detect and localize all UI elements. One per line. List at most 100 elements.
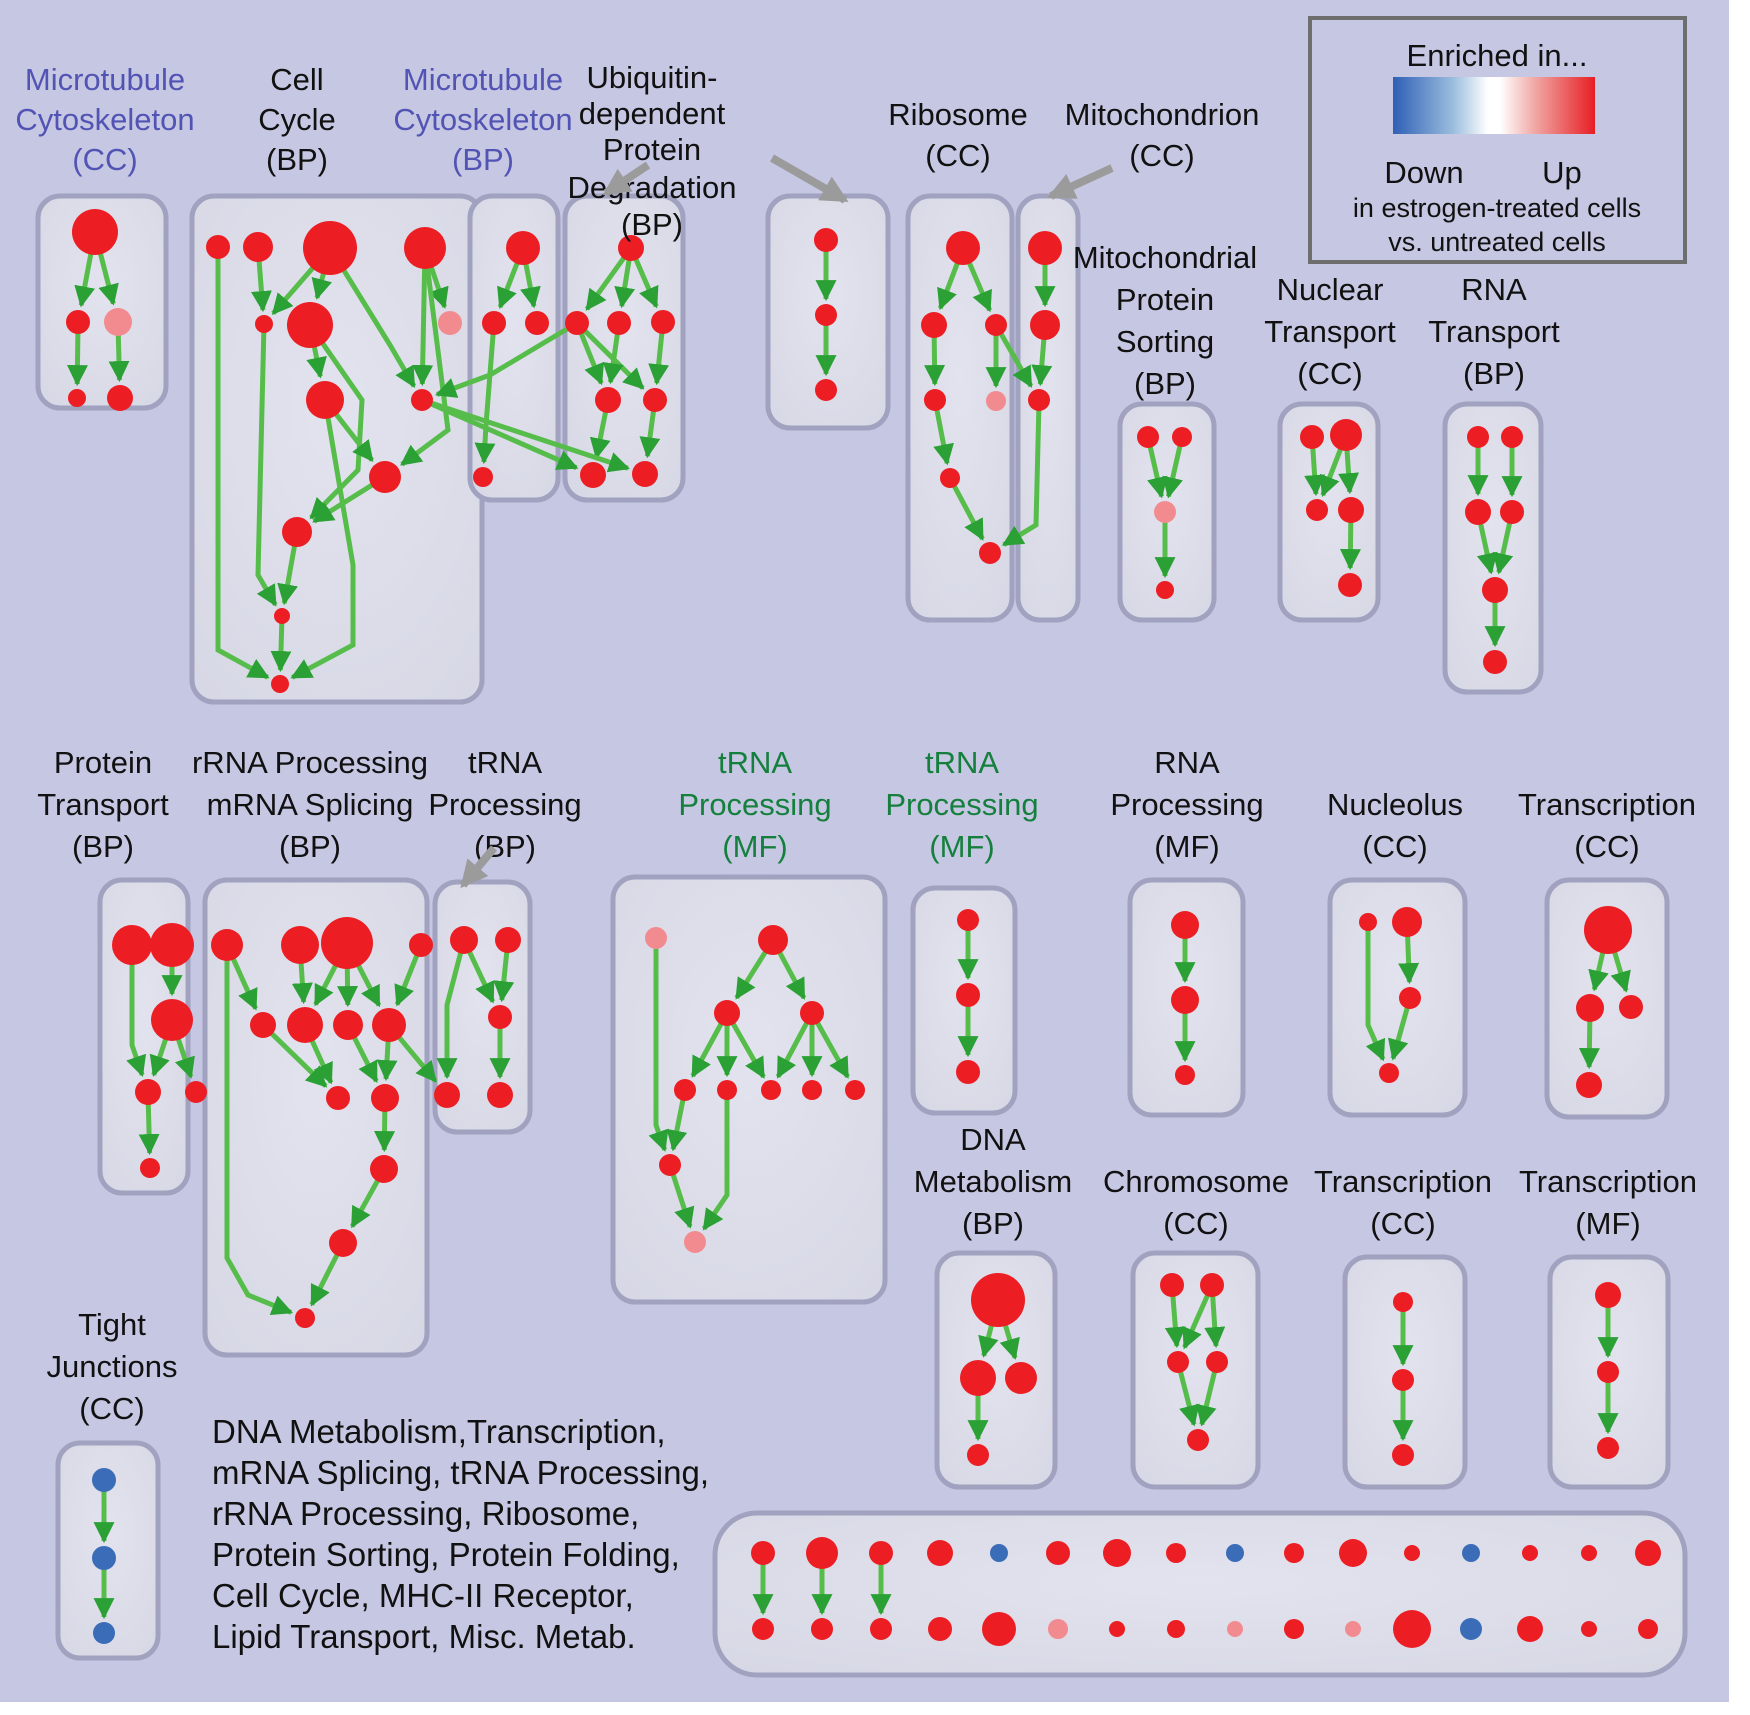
edge-trna-bp: [467, 950, 496, 1004]
edge-rrna: [374, 1110, 396, 1153]
node-ubiquitin-u2: [607, 311, 631, 335]
node-transcription-cc-bottom-j1: [1393, 1292, 1413, 1312]
node-mixed-mt1: [751, 1541, 775, 1565]
node-protein-transport-p2: [150, 923, 194, 967]
cluster-label-protein-transport: (BP): [72, 829, 134, 864]
edge-transcription-cc-mid: [1588, 951, 1609, 992]
edge-rna-transport: [1476, 523, 1498, 575]
node-ubiquitin-u6: [580, 462, 606, 488]
node-rrna-g9: [326, 1086, 350, 1110]
edge-nucleolus: [1398, 935, 1420, 985]
cluster-label-rna-transport: RNA: [1461, 272, 1527, 307]
node-protein-transport-p5: [185, 1081, 207, 1103]
legend-gradient-bar: [1393, 77, 1595, 134]
node-mitochondrion-mi3: [1028, 389, 1050, 411]
node-protein-transport-p6: [140, 1158, 160, 1178]
cluster-label-chromosome: (CC): [1163, 1206, 1228, 1241]
node-cell-cycle-c4: [404, 227, 446, 269]
node-tight-junctions-tj1: [92, 1468, 116, 1492]
cluster-label-trna-mf1: Processing: [678, 787, 831, 822]
cluster-label-mito-sorting: (BP): [1134, 366, 1196, 401]
node-ubiquitin2-v1: [814, 228, 838, 252]
cluster-label-nucleolus: Nucleolus: [1327, 787, 1463, 822]
cluster-label-microtubule-bp: Cytoskeleton: [393, 102, 572, 137]
edge-cell-cycle: [306, 346, 327, 379]
node-ribosome-r4: [924, 389, 946, 411]
edge-trna-bp: [436, 951, 464, 1080]
edge-nucleolus: [1365, 930, 1386, 1062]
legend-title: Enriched in...: [1407, 38, 1588, 73]
node-transcription-cc-bottom-j3: [1392, 1444, 1414, 1466]
cross-edge: [435, 326, 569, 398]
node-mitochondrion-mi1: [1028, 231, 1062, 265]
node-cell-cycle-c8: [306, 381, 344, 419]
edge-trna-mf1: [734, 950, 768, 1000]
node-trna-bp-b1: [450, 926, 478, 954]
cluster-label-rrna: rRNA Processing: [192, 745, 428, 780]
node-dna-metabolism-d4: [967, 1444, 989, 1466]
legend-subtitle-2: vs. untreated cells: [1388, 227, 1606, 257]
edge-microtubule-cc: [108, 334, 130, 383]
cluster-label-rna-processing-mf: Processing: [1110, 787, 1263, 822]
cluster-label-transcription-cc-bottom: (CC): [1370, 1206, 1435, 1241]
edge-rrna: [291, 962, 313, 1005]
cluster-box-mixed: [712, 1510, 1688, 1678]
edge-protein-transport: [138, 1103, 160, 1156]
node-nucleolus-y3: [1399, 987, 1421, 1009]
cross-edge: [430, 400, 630, 473]
edge-chromosome: [1182, 1294, 1210, 1350]
node-mixed-mt16: [1635, 1540, 1661, 1566]
node-rrna-g6: [287, 1007, 323, 1043]
edge-ubiquitin: [633, 258, 659, 309]
edge-ubiquitin: [602, 333, 624, 385]
node-microtubule-bp-m1: [506, 231, 540, 265]
node-chromosome-h1: [1160, 1273, 1184, 1297]
edge-trna-mf1: [666, 1099, 688, 1152]
node-mixed-mb5: [982, 1612, 1016, 1646]
node-rna-transport-q6: [1483, 650, 1507, 674]
node-rna-processing-mf-x1: [1171, 911, 1199, 939]
edge-nuclear-transport: [1338, 449, 1360, 495]
node-protein-transport-p3: [151, 999, 193, 1041]
node-cell-cycle-c2: [243, 232, 273, 262]
edge-cell-cycle: [311, 272, 332, 300]
cluster-label-nucleolus: (CC): [1362, 829, 1427, 864]
cluster-label-mitochondrion: Mitochondrion: [1065, 97, 1260, 132]
node-ribosome-r5: [986, 391, 1006, 411]
edge-microtubule-cc: [97, 252, 119, 306]
node-ribosome-r2: [921, 312, 947, 338]
footnote-line: Cell Cycle, MHC-II Receptor,: [212, 1577, 634, 1614]
edge-cell-cycle: [312, 482, 374, 524]
node-nucleolus-y4: [1379, 1063, 1399, 1083]
node-nuclear-transport-t3: [1306, 499, 1328, 521]
node-trna-mf1-w4: [800, 1001, 824, 1025]
cluster-label-trna-bp: tRNA: [468, 745, 542, 780]
edge-transcription-cc-mid: [1610, 951, 1631, 993]
cluster-label-nuclear-transport: Transport: [1264, 314, 1396, 349]
cluster-label-microtubule-bp: Microtubule: [403, 62, 563, 97]
node-rna-processing-mf-x2: [1171, 986, 1199, 1014]
edge-rrna: [356, 964, 382, 1008]
edge-trna-mf1: [775, 1021, 810, 1079]
cluster-label-ubiquitin: Ubiquitin-: [587, 60, 718, 95]
node-trna-bp-b5: [487, 1082, 513, 1108]
cluster-label-trna-mf1: (MF): [722, 829, 787, 864]
edge-microtubule-bp: [497, 261, 520, 310]
edge-protein-transport: [174, 1038, 195, 1079]
node-nuclear-transport-t4: [1338, 497, 1364, 523]
right-page-margin: [1729, 0, 1750, 1715]
cluster-label-rna-transport: (BP): [1463, 356, 1525, 391]
edge-ubiquitin: [648, 332, 670, 386]
cluster-label-transcription-mf: (MF): [1575, 1206, 1640, 1241]
edge-nuclear-transport: [1339, 521, 1361, 571]
cluster-label-rna-transport: Transport: [1428, 314, 1560, 349]
cluster-label-trna-bp: Processing: [428, 787, 581, 822]
node-rrna-g2: [281, 926, 319, 964]
cluster-label-transcription-cc-bottom: Transcription: [1314, 1164, 1492, 1199]
edge-transcription-cc-mid: [1578, 1020, 1600, 1070]
node-trna-mf1-w8: [802, 1080, 822, 1100]
node-mito-sorting-s2: [1172, 427, 1192, 447]
edge-ribosome: [967, 261, 992, 313]
cross-edge: [430, 401, 579, 471]
node-ribosome-r1: [946, 231, 980, 265]
